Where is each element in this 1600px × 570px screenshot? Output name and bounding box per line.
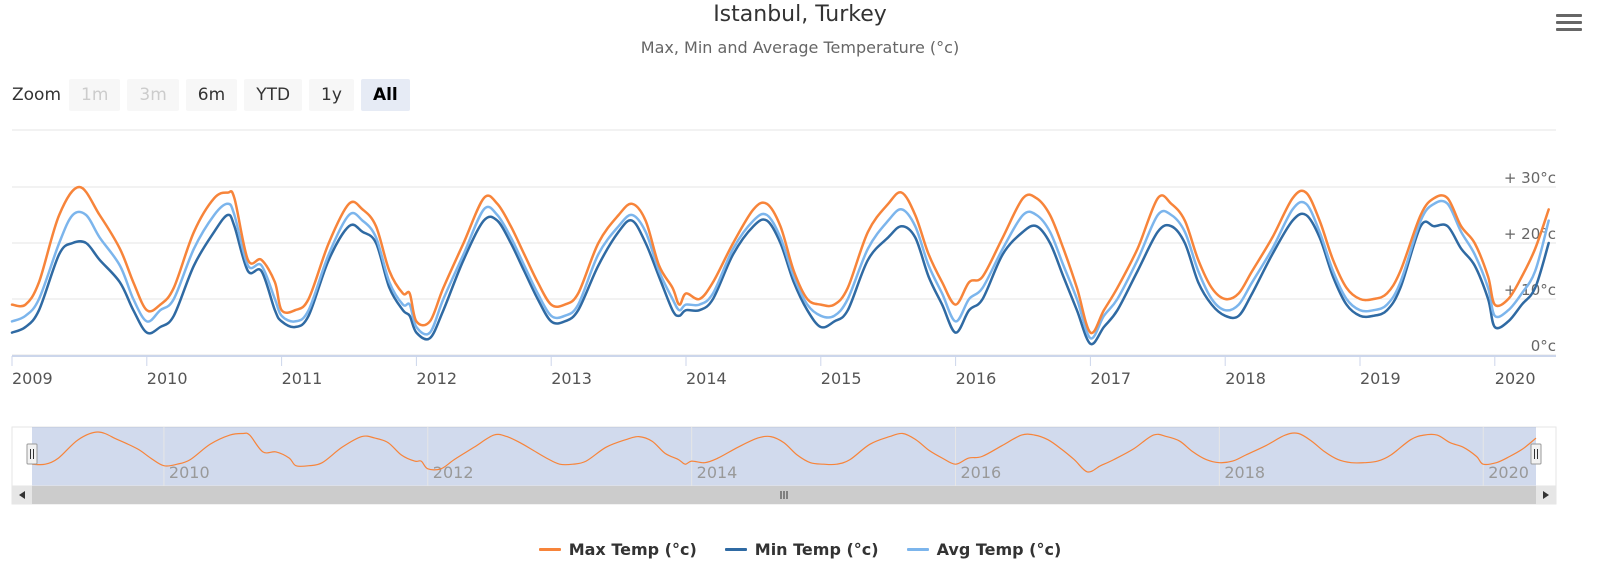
- x-tick-label: 2020: [1495, 369, 1536, 388]
- navigator-tick-label: 2016: [961, 463, 1002, 482]
- x-tick-label: 2009: [12, 369, 53, 388]
- chart-title: Istanbul, Turkey: [713, 2, 887, 27]
- navigator-tick-label: 2012: [433, 463, 474, 482]
- x-tick-label: 2011: [282, 369, 323, 388]
- scroll-right-arrow-icon: [1543, 491, 1549, 499]
- legend-item-max-temp[interactable]: Max Temp (°c): [538, 540, 697, 559]
- zoom-button-1m[interactable]: 1m: [69, 79, 121, 111]
- x-tick-label: 2017: [1090, 369, 1131, 388]
- navigator-tick-label: 2010: [169, 463, 210, 482]
- legend-swatch-avg: [906, 548, 929, 551]
- y-tick-label: + 30°c: [1504, 169, 1556, 187]
- legend-item-avg-temp[interactable]: Avg Temp (°c): [906, 540, 1062, 559]
- x-tick-label: 2014: [686, 369, 727, 388]
- series-line-max-temp[interactable]: [10, 185, 1550, 335]
- navigator-tick-label: 2018: [1224, 463, 1265, 482]
- legend-label-max: Max Temp (°c): [568, 540, 697, 559]
- chart-subtitle: Max, Min and Average Temperature (°c): [640, 38, 960, 57]
- legend: Max Temp (°c) Min Temp (°c) Avg Temp (°c…: [0, 540, 1600, 559]
- x-tick-label: 2018: [1225, 369, 1266, 388]
- navigator-left-handle[interactable]: [26, 443, 38, 465]
- zoom-button-3m[interactable]: 3m: [127, 79, 179, 111]
- zoom-button-all[interactable]: All: [360, 79, 410, 111]
- scroll-left-arrow-icon: [19, 491, 25, 499]
- navigator-series-line: [31, 431, 1537, 473]
- legend-swatch-min: [724, 548, 747, 551]
- x-tick-label: 2019: [1360, 369, 1401, 388]
- zoom-label: Zoom: [12, 85, 62, 105]
- range-selector: Zoom 1m 3m 6m YTD 1y All: [12, 78, 417, 112]
- legend-swatch-max: [538, 548, 561, 551]
- navigator-selected-range[interactable]: [32, 427, 1536, 486]
- navigator-tick-label: 2020: [1488, 463, 1529, 482]
- x-tick-label: 2012: [416, 369, 457, 388]
- series-line-min-temp[interactable]: [10, 212, 1550, 346]
- zoom-button-1y[interactable]: 1y: [309, 79, 354, 111]
- x-tick-label: 2016: [956, 369, 997, 388]
- navigator-tick-label: 2014: [697, 463, 738, 482]
- zoom-button-ytd[interactable]: YTD: [244, 79, 303, 111]
- x-tick-label: 2013: [551, 369, 592, 388]
- x-tick-label: 2015: [821, 369, 862, 388]
- navigator-background: [11, 426, 1557, 487]
- legend-label-avg: Avg Temp (°c): [936, 540, 1062, 559]
- zoom-button-6m[interactable]: 6m: [185, 79, 238, 111]
- navigator-right-handle[interactable]: [1530, 443, 1542, 465]
- series-line-avg-temp[interactable]: [10, 199, 1550, 340]
- y-tick-label: 0°c: [1531, 337, 1556, 355]
- legend-label-min: Min Temp (°c): [754, 540, 879, 559]
- x-tick-label: 2010: [147, 369, 188, 388]
- hamburger-menu-icon[interactable]: [1556, 14, 1582, 36]
- legend-item-min-temp[interactable]: Min Temp (°c): [724, 540, 879, 559]
